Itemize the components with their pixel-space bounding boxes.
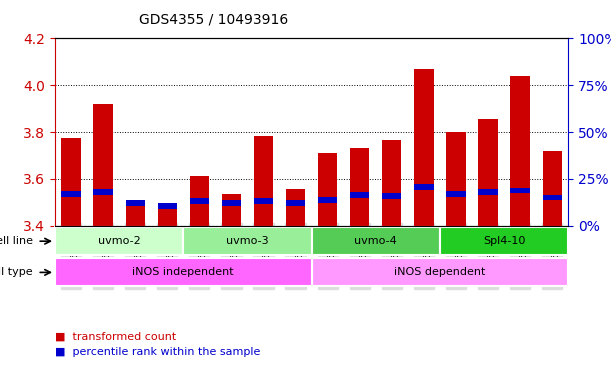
Bar: [93, 189, 113, 195]
Bar: [318, 153, 337, 226]
Bar: [126, 205, 145, 226]
Bar: [350, 148, 369, 226]
Text: GDS4355 / 10493916: GDS4355 / 10493916: [139, 13, 288, 27]
Bar: [318, 197, 337, 203]
FancyBboxPatch shape: [55, 227, 183, 255]
Bar: [478, 189, 497, 195]
FancyBboxPatch shape: [55, 258, 312, 286]
Bar: [382, 194, 401, 199]
Bar: [126, 200, 145, 206]
Bar: [190, 198, 209, 204]
Bar: [61, 138, 81, 226]
Bar: [93, 104, 113, 226]
Bar: [350, 192, 369, 198]
Bar: [543, 151, 562, 226]
Bar: [61, 191, 81, 197]
Bar: [414, 69, 433, 226]
Text: iNOS independent: iNOS independent: [133, 267, 234, 277]
Bar: [254, 198, 273, 204]
FancyBboxPatch shape: [183, 227, 312, 255]
Text: iNOS dependent: iNOS dependent: [394, 267, 486, 277]
Bar: [286, 200, 305, 206]
Bar: [382, 140, 401, 226]
Text: uvmo-4: uvmo-4: [354, 236, 397, 246]
Bar: [286, 189, 305, 226]
Bar: [190, 177, 209, 226]
Bar: [511, 76, 530, 226]
Bar: [543, 195, 562, 200]
Bar: [414, 184, 433, 190]
Bar: [222, 194, 241, 226]
Text: Spl4-10: Spl4-10: [483, 236, 525, 246]
Bar: [446, 191, 466, 197]
FancyBboxPatch shape: [312, 258, 568, 286]
Bar: [158, 209, 177, 226]
FancyBboxPatch shape: [312, 227, 440, 255]
Bar: [478, 119, 497, 226]
Text: uvmo-3: uvmo-3: [226, 236, 269, 246]
Text: ■  percentile rank within the sample: ■ percentile rank within the sample: [55, 347, 260, 357]
Bar: [254, 136, 273, 226]
Text: cell line: cell line: [0, 236, 32, 246]
Bar: [158, 203, 177, 209]
Text: uvmo-2: uvmo-2: [98, 236, 141, 246]
Text: cell type: cell type: [0, 267, 32, 277]
Bar: [446, 132, 466, 226]
FancyBboxPatch shape: [440, 227, 568, 255]
Bar: [222, 200, 241, 206]
Bar: [511, 187, 530, 194]
Text: ■  transformed count: ■ transformed count: [55, 332, 176, 342]
